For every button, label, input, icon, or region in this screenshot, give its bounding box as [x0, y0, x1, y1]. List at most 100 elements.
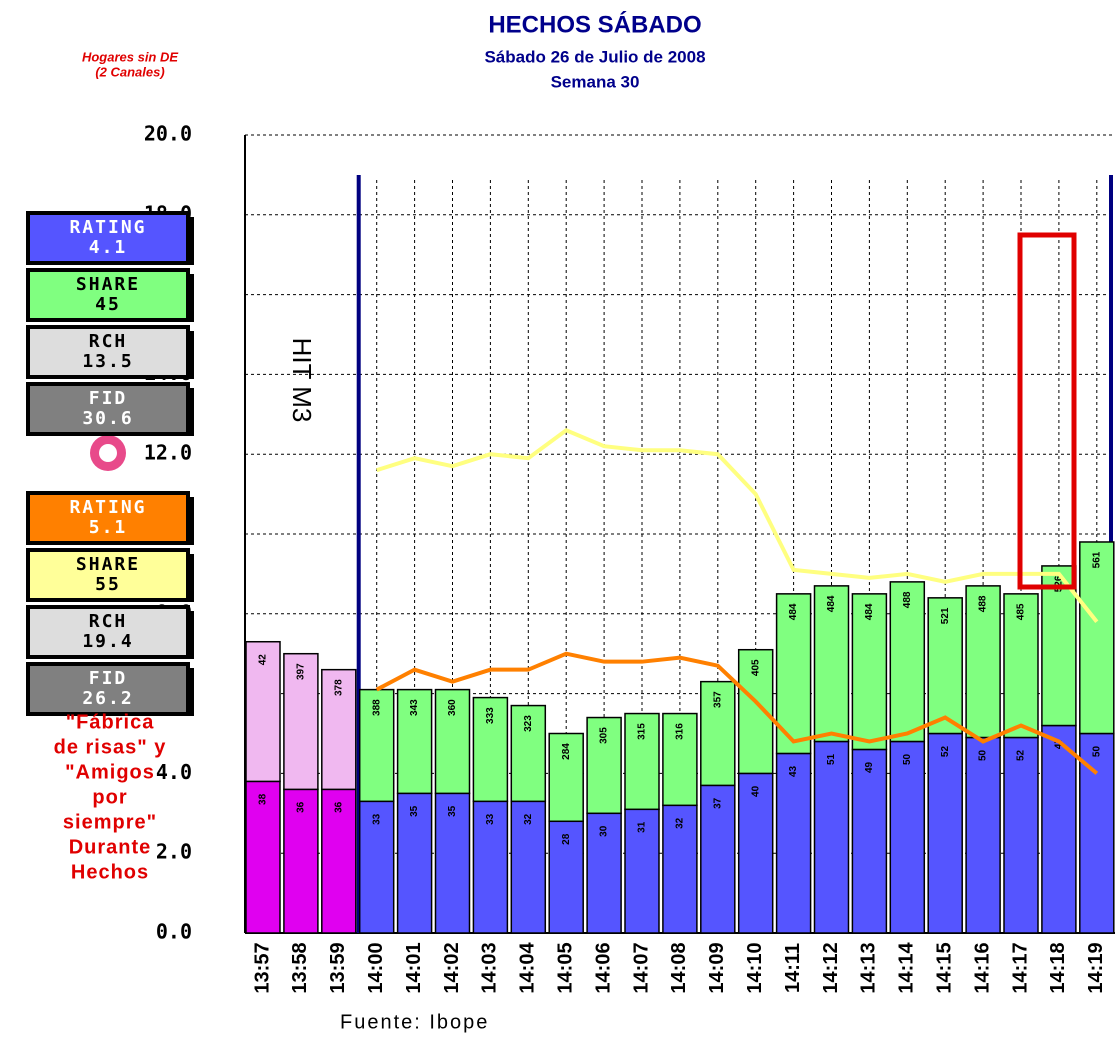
bar-label: 388: [371, 699, 382, 716]
x-tick-label: 14:15: [933, 942, 955, 993]
chart-subtitle: Semana 30: [551, 72, 640, 91]
bar-segment: [548, 732, 584, 823]
bar-label: 284: [561, 743, 572, 760]
bar-label: 488: [978, 595, 989, 612]
header: Hogares sin DE: [82, 49, 178, 64]
panel-shadow: [188, 274, 194, 322]
note: por: [92, 786, 127, 808]
y-tick-label: 2.0: [156, 840, 192, 864]
line: [375, 651, 1099, 775]
x-tick-label: 14:14: [896, 942, 918, 994]
bar-label: 521: [940, 607, 951, 624]
panel-shadow: [188, 611, 194, 659]
bar-label: 36: [333, 801, 344, 813]
bar-label: 50: [978, 749, 989, 761]
x-tick-label: 14:02: [441, 942, 463, 993]
bar-segment: [624, 808, 660, 934]
panel-shadow: [188, 497, 194, 545]
x-tick-label: 14:19: [1085, 942, 1107, 993]
bar-segment: [245, 780, 281, 934]
bar-label: 36: [296, 801, 307, 813]
bar-segment: [548, 820, 584, 934]
bar-segment: [965, 585, 1001, 739]
bar-segment: [889, 581, 926, 743]
panel-box: [26, 548, 190, 602]
panel-value: 30.6: [82, 408, 133, 429]
x-tick-label: 14:06: [592, 942, 614, 993]
x-tick-label: 14:05: [554, 942, 576, 993]
panel-label: SHARE: [76, 274, 140, 295]
bar-label: 484: [788, 603, 799, 620]
panel-value: 45: [95, 294, 121, 315]
bar-label: 333: [485, 707, 496, 724]
bar-segment: [586, 716, 622, 815]
y-tick-label: 4.0: [156, 760, 192, 784]
bar-segment: [396, 688, 433, 795]
bar-label: 360: [447, 699, 458, 716]
bar-label: 315: [637, 723, 648, 740]
bar-label: 484: [864, 603, 875, 620]
bar-label: 343: [409, 699, 420, 716]
bar-label: 33: [371, 813, 382, 825]
bar-segment: [851, 748, 888, 934]
bar-segment: [662, 712, 698, 807]
bar-label: 43: [788, 765, 799, 777]
bar-label: 42: [258, 654, 269, 666]
bar-segment: [434, 688, 471, 795]
source: Fuente: Ibope: [340, 1011, 489, 1033]
x-tick-label: 14:00: [365, 942, 387, 993]
logo: [99, 444, 117, 462]
bar-label: 316: [675, 723, 686, 740]
bar-segment: [1003, 736, 1039, 934]
bar-label: 32: [675, 817, 686, 829]
bar-label: 397: [296, 663, 307, 680]
bar-segment: [472, 800, 509, 934]
bar-label: 52: [940, 746, 951, 758]
bar-segment: [283, 652, 319, 791]
panel-shadow: [188, 668, 194, 716]
bar-label: 488: [902, 591, 913, 608]
x-tick-label: 14:16: [971, 942, 993, 993]
bar-segment: [1079, 541, 1115, 735]
bar-segment: [700, 784, 736, 934]
bar-label: 305: [599, 727, 610, 744]
x-tick-label: 14:03: [479, 942, 501, 993]
panel-value: 13.5: [82, 351, 133, 372]
bar-label: 405: [750, 659, 761, 676]
bar-segment: [737, 772, 774, 934]
bar-segment: [358, 800, 395, 934]
x-tick-label: 14:17: [1009, 942, 1031, 993]
panel-label: RCH: [89, 611, 128, 632]
x-tick-label: 13:58: [289, 942, 311, 993]
bar-segment: [1003, 593, 1039, 739]
bar-label: 561: [1091, 551, 1102, 568]
bar-label: 50: [1091, 746, 1102, 758]
bar-label: 323: [523, 715, 534, 732]
panel-label: FID: [89, 388, 128, 409]
bar-segment: [889, 740, 926, 934]
bar-label: 38: [258, 793, 269, 805]
note: Hechos: [71, 861, 149, 883]
panel-box: [26, 268, 190, 322]
note: de risas" y: [54, 736, 167, 758]
bar-segment: [358, 688, 395, 803]
y-tick-label: 20.0: [144, 122, 192, 146]
bar-segment: [396, 792, 433, 934]
bar-label: 30: [599, 825, 610, 837]
panel-shadow: [188, 554, 194, 602]
x-tick-label: 14:12: [820, 942, 842, 993]
x-tick-label: 14:01: [403, 942, 425, 993]
bar-label: 51: [826, 753, 837, 765]
note: Durante: [69, 836, 152, 858]
annotation: HIT M3: [287, 338, 317, 423]
panel-shadow: [188, 217, 194, 265]
bar-label: 28: [561, 833, 572, 845]
bar-label: 32: [523, 813, 534, 825]
bar-label: 526: [1054, 575, 1065, 592]
note: "Fábrica: [66, 711, 155, 733]
bar-segment: [851, 593, 888, 751]
bar-label: 378: [333, 679, 344, 696]
bar-segment: [624, 712, 660, 811]
chart-subtitle: Sábado 26 de Julio de 2008: [484, 47, 705, 66]
